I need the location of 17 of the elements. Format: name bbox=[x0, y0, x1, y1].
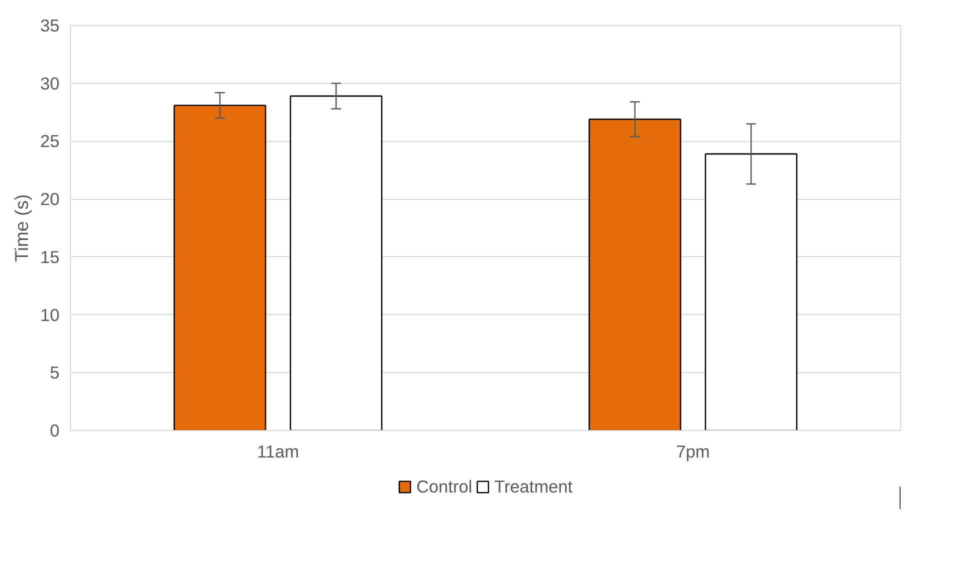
bar bbox=[588, 118, 682, 430]
y-tick-label: 0 bbox=[50, 420, 60, 440]
y-tick-label: 30 bbox=[40, 73, 60, 94]
y-axis-title: Time (s) bbox=[11, 194, 32, 262]
y-tick-label: 20 bbox=[40, 189, 60, 210]
legend-label: Control bbox=[416, 476, 472, 497]
y-tick-label: 15 bbox=[40, 246, 60, 267]
bar bbox=[174, 104, 266, 430]
legend-label: Treatment bbox=[494, 476, 573, 497]
y-tick-label: 10 bbox=[40, 304, 60, 325]
x-tick-label: 11am bbox=[256, 442, 300, 462]
y-tick-label: 5 bbox=[50, 362, 60, 383]
bar bbox=[290, 95, 382, 430]
bar bbox=[704, 153, 798, 430]
y-tick-label: 35 bbox=[40, 16, 60, 36]
x-tick-label: 7pm bbox=[676, 442, 710, 462]
y-tick-label: 25 bbox=[40, 131, 60, 152]
